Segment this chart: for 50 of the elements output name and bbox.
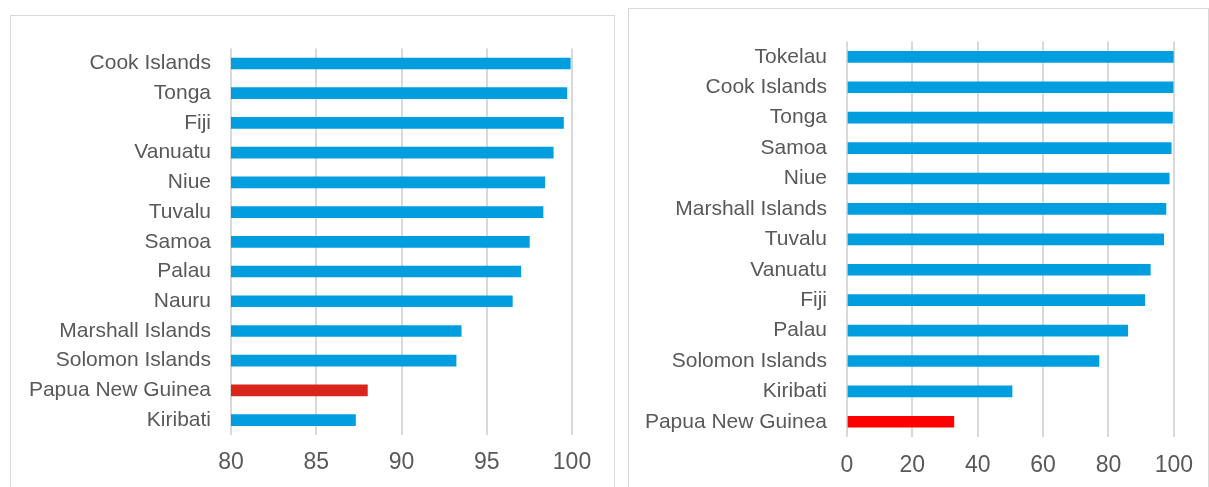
y-tick-label: Tonga xyxy=(153,79,212,103)
bar xyxy=(847,355,1100,367)
y-tick-label: Fiji xyxy=(800,286,827,310)
y-tick-label: Kiribati xyxy=(762,378,827,402)
x-tick-label: 60 xyxy=(1030,451,1056,478)
y-tick-label: Tuvalu xyxy=(148,198,211,222)
y-tick-label: Vanuatu xyxy=(134,139,211,163)
y-tick-label: Marshall Islands xyxy=(59,317,211,341)
bar xyxy=(847,324,1129,337)
y-tick-label: Vanuatu xyxy=(750,256,827,280)
x-tick-label: 40 xyxy=(964,451,991,478)
bar xyxy=(847,81,1174,94)
y-tick-label: Niue xyxy=(783,165,827,189)
y-tick-label: Samoa xyxy=(144,228,212,252)
y-tick-label: Palau xyxy=(773,317,827,341)
x-tick-label: 85 xyxy=(303,448,330,475)
x-tick-label: 80 xyxy=(1095,451,1122,478)
bar xyxy=(847,385,1013,398)
x-tick-label: 95 xyxy=(473,448,500,475)
y-tick-label: Solomon Islands xyxy=(671,347,827,371)
x-tick-label: 100 xyxy=(552,448,592,475)
bar xyxy=(847,111,1173,124)
y-tick-label: Cook Islands xyxy=(705,74,827,98)
x-tick-label: 90 xyxy=(388,448,415,475)
bar xyxy=(847,50,1174,63)
x-tick-label: 20 xyxy=(899,451,926,478)
bar xyxy=(847,263,1151,276)
bar xyxy=(847,203,1167,215)
x-tick-label: 80 xyxy=(218,448,244,475)
x-tick-label: 100 xyxy=(1154,451,1193,478)
y-tick-label: Papua New Guinea xyxy=(644,408,828,432)
bar xyxy=(847,233,1165,246)
y-tick-label: Solomon Islands xyxy=(55,347,211,371)
y-tick-label: Marshall Islands xyxy=(675,195,827,219)
y-tick-label: Tuvalu xyxy=(764,226,827,250)
y-tick-label: Tokelau xyxy=(754,43,827,67)
y-tick-label: Palau xyxy=(157,258,211,282)
y-tick-label: Tonga xyxy=(769,104,828,128)
y-tick-label: Fiji xyxy=(184,109,211,133)
y-tick-label: Samoa xyxy=(760,134,828,158)
y-tick-label: Papua New Guinea xyxy=(28,377,212,401)
y-tick-label: Kiribati xyxy=(146,406,211,430)
bar xyxy=(847,172,1170,185)
y-tick-label: Cook Islands xyxy=(89,50,211,74)
bar xyxy=(847,415,955,428)
y-tick-label: Niue xyxy=(167,169,211,193)
y-tick-label: Nauru xyxy=(153,288,211,312)
x-tick-label: 0 xyxy=(840,451,854,478)
bar xyxy=(847,142,1172,154)
bar xyxy=(847,294,1146,306)
